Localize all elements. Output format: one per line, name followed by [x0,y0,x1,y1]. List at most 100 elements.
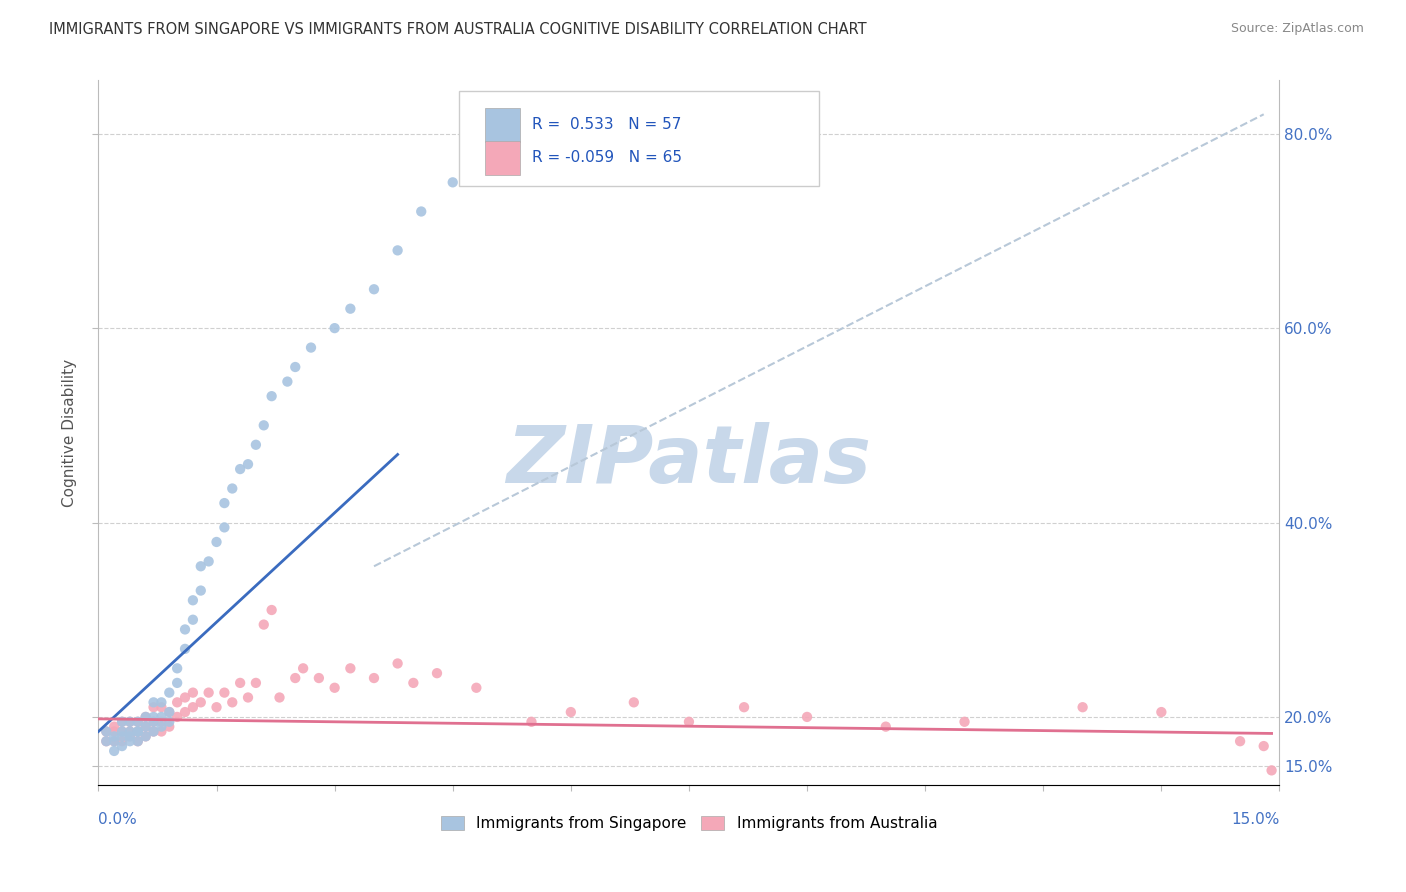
Point [142,714,165,729]
Point [363,671,385,685]
Point [135,720,157,734]
Point [221,695,243,709]
Point [150,700,173,714]
Text: R = -0.059   N = 65: R = -0.059 N = 65 [531,150,682,165]
Point [181,685,204,699]
Point [150,720,173,734]
Point [174,705,197,719]
Point [260,389,283,403]
Point [236,457,259,471]
Point [205,700,228,714]
Point [363,282,385,296]
Point [253,617,276,632]
Point [1229,734,1251,748]
Point [157,685,180,699]
Point [135,720,157,734]
Point [111,724,134,739]
Point [135,710,157,724]
Point [1071,700,1094,714]
Text: Source: ZipAtlas.com: Source: ZipAtlas.com [1230,22,1364,36]
Point [111,714,134,729]
Point [118,730,141,744]
Point [229,462,252,476]
Point [253,418,276,433]
Point [214,685,236,699]
Point [875,720,897,734]
Point [214,496,236,510]
Point [197,554,219,568]
Point [166,661,188,675]
Point [299,341,322,355]
Point [142,700,165,714]
Point [150,710,173,724]
Point [174,641,197,656]
Point [127,734,149,748]
Point [96,724,118,739]
Point [205,535,228,549]
Point [135,730,157,744]
Point [135,730,157,744]
Point [733,700,755,714]
FancyBboxPatch shape [485,141,520,175]
Point [623,695,645,709]
Point [118,734,141,748]
Point [197,685,219,699]
Point [229,676,252,690]
Point [103,730,125,744]
Point [323,321,346,335]
Point [166,695,188,709]
Point [402,676,425,690]
Point [111,724,134,739]
Point [678,714,700,729]
FancyBboxPatch shape [485,108,520,142]
Text: 0.0%: 0.0% [98,812,138,827]
Point [181,593,204,607]
Point [1253,739,1275,753]
Point [166,710,188,724]
Point [520,714,543,729]
Point [1150,705,1173,719]
Point [142,724,165,739]
Point [157,705,180,719]
FancyBboxPatch shape [458,91,818,186]
Point [142,695,165,709]
Point [339,301,361,316]
Point [190,695,212,709]
Point [214,520,236,534]
Point [190,559,212,574]
Point [111,730,134,744]
Point [245,438,267,452]
Point [157,720,180,734]
Point [103,720,125,734]
Point [103,734,125,748]
Point [150,724,173,739]
Point [127,714,149,729]
Point [103,724,125,739]
Point [426,666,449,681]
Point [118,724,141,739]
Point [103,744,125,758]
Point [387,244,409,258]
Point [127,724,149,739]
Point [339,661,361,675]
Point [190,583,212,598]
Point [142,714,165,729]
Point [157,705,180,719]
Point [323,681,346,695]
Point [127,724,149,739]
Point [260,603,283,617]
Point [118,730,141,744]
Point [150,695,173,709]
Point [181,613,204,627]
Point [96,724,118,739]
Point [142,724,165,739]
Point [96,734,118,748]
Point [284,359,307,374]
Point [96,734,118,748]
Point [411,204,433,219]
Point [560,705,582,719]
Text: ZIPatlas: ZIPatlas [506,422,872,500]
Point [465,681,488,695]
Legend: Immigrants from Singapore, Immigrants from Australia: Immigrants from Singapore, Immigrants fr… [434,810,943,838]
Point [166,676,188,690]
